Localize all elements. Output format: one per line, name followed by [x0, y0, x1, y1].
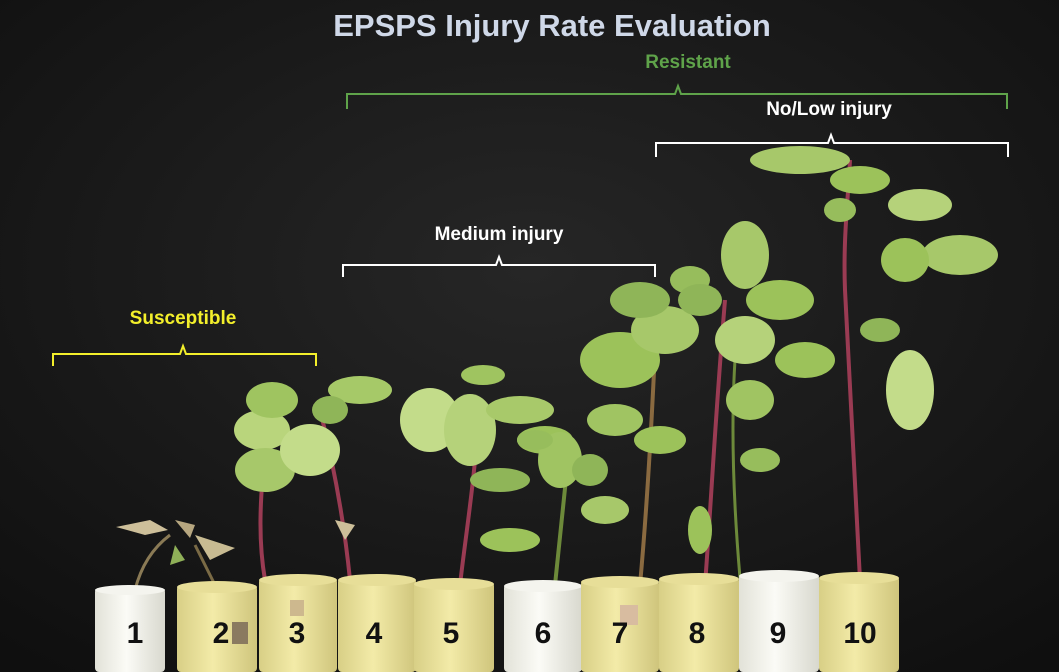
plant-8 [678, 221, 835, 586]
plant-number-8: 8 [688, 617, 706, 650]
page-title: EPSPS Injury Rate Evaluation [333, 8, 771, 43]
plant-2 [193, 544, 217, 586]
plant-6 [480, 430, 629, 586]
plant-3 [234, 376, 392, 581]
pot-2 [177, 585, 257, 672]
plant-number-2: 2 [212, 617, 230, 650]
no-low-injury-label: No/Low injury [766, 99, 892, 120]
plant-number-7: 7 [611, 617, 629, 650]
plant-number-6: 6 [534, 617, 552, 650]
plant-number-5: 5 [442, 617, 460, 650]
plant-number-10: 10 [843, 617, 877, 650]
medium-injury-label: Medium injury [434, 224, 564, 245]
pot-4 [338, 578, 416, 672]
pots [95, 570, 899, 672]
plant-number-1: 1 [126, 617, 144, 650]
plant-5 [400, 365, 573, 586]
plant-number-9: 9 [769, 617, 787, 650]
susceptible-label: Susceptible [129, 308, 237, 329]
plant-number-3: 3 [288, 617, 306, 650]
plant-number-4: 4 [365, 617, 383, 650]
group-brackets [52, 83, 1009, 366]
medium-injury-bracket [342, 254, 656, 277]
pot-10 [819, 576, 899, 672]
pot-3 [259, 578, 337, 672]
susceptible-bracket [52, 343, 317, 366]
plant-1 [116, 520, 235, 591]
pot-6 [504, 584, 582, 672]
pot-7 [581, 580, 659, 672]
resistant-bracket [346, 83, 1008, 109]
pot-1 [95, 588, 165, 672]
plant-10 [750, 146, 998, 581]
pot-9 [739, 574, 819, 672]
no-low-injury-bracket [655, 132, 1009, 157]
resistant-label: Resistant [645, 52, 731, 73]
pot-5 [414, 582, 494, 672]
plant-7 [580, 266, 710, 586]
pot-8 [659, 577, 739, 672]
